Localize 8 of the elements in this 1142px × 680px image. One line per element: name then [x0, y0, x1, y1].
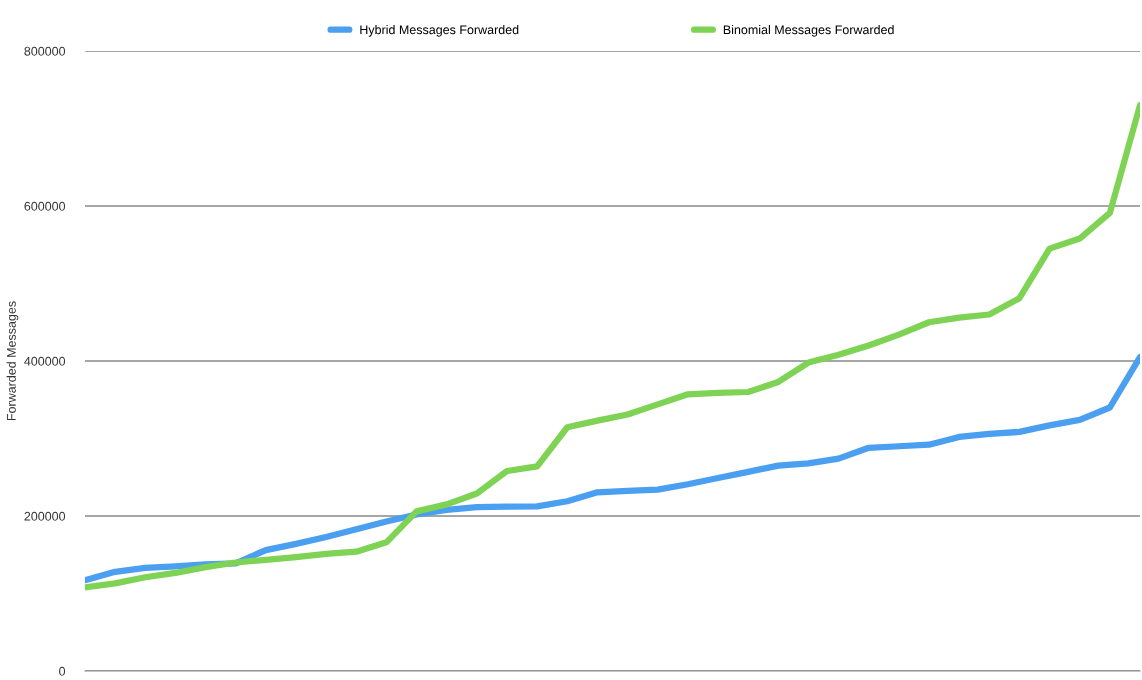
- legend-label: Binomial Messages Forwarded: [723, 25, 894, 37]
- legend-label: Hybrid Messages Forwarded: [360, 25, 519, 37]
- y-tick-label: 400000: [24, 356, 66, 366]
- y-tick-label: 0: [59, 666, 66, 676]
- y-tick-label: 600000: [24, 201, 66, 211]
- y-tick-label: 800000: [24, 46, 66, 56]
- y-axis-title: Forwarded Messages: [6, 301, 19, 421]
- y-tick-label: 200000: [24, 511, 66, 521]
